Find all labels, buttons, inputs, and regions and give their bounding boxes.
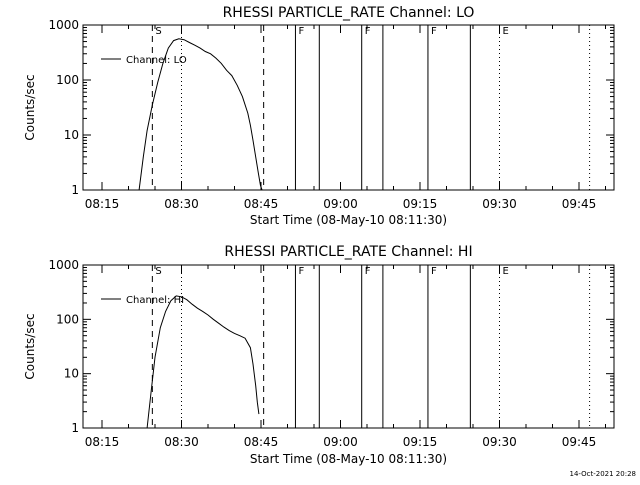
x-tick-label: 09:45 <box>562 197 597 211</box>
x-tick-label: 08:45 <box>244 435 279 449</box>
y-tick-label: 1 <box>71 183 79 197</box>
flag-label: F <box>431 26 437 37</box>
chart-title: RHESSI PARTICLE_RATE Channel: HI <box>224 244 472 260</box>
x-axis-label: Start Time (08-May-10 08:11:30) <box>250 213 447 227</box>
series-line-hi <box>146 295 260 429</box>
chart-panel-lo: RHESSI PARTICLE_RATE Channel: LO 1 10 100 10… <box>23 5 615 227</box>
x-tick-label: 08:45 <box>244 197 279 211</box>
flag-label: F <box>298 26 304 37</box>
legend-label: Channel: LO <box>126 55 187 66</box>
flag-label: S <box>155 266 161 277</box>
y-axis-label: Counts/sec <box>23 313 37 379</box>
y-tick-label: 10 <box>64 128 79 142</box>
x-tick-label: 09:00 <box>323 435 358 449</box>
x-tick-label: 09:15 <box>403 435 438 449</box>
series-line-lo <box>138 38 263 191</box>
y-axis-label: Counts/sec <box>23 74 37 140</box>
legend-label: Channel: HI <box>126 295 184 306</box>
flag-label: E <box>503 26 509 37</box>
y-tick-label: 1 <box>71 421 79 435</box>
flag-label: E <box>503 266 509 277</box>
flag-label: S <box>155 26 161 37</box>
y-tick-label: 100 <box>56 312 79 326</box>
plot-frame <box>82 24 615 191</box>
flag-label: F <box>298 266 304 277</box>
chart-panel-hi: RHESSI PARTICLE_RATE Channel: HI 1 10 100 10… <box>23 244 615 466</box>
y-tick-label: 100 <box>56 73 79 87</box>
flag-label: F <box>365 26 371 37</box>
x-tick-label: 09:30 <box>482 435 517 449</box>
x-tick-label: 08:15 <box>85 435 120 449</box>
flag-label: F <box>431 266 437 277</box>
chart-title: RHESSI PARTICLE_RATE Channel: LO <box>223 5 475 21</box>
x-tick-label: 08:15 <box>85 197 120 211</box>
x-axis-label: Start Time (08-May-10 08:11:30) <box>250 452 447 466</box>
y-tick-label: 1000 <box>48 258 79 272</box>
plot-frame <box>82 264 615 429</box>
x-tick-label: 09:00 <box>323 197 358 211</box>
timestamp-label: 14-Oct-2021 20:28 <box>570 470 636 478</box>
x-tick-label: 08:30 <box>164 435 199 449</box>
x-tick-label: 09:45 <box>562 435 597 449</box>
x-tick-label: 09:15 <box>403 197 438 211</box>
x-tick-label: 08:30 <box>164 197 199 211</box>
y-tick-label: 10 <box>64 367 79 381</box>
y-tick-label: 1000 <box>48 18 79 32</box>
flag-label: F <box>365 266 371 277</box>
x-tick-label: 09:30 <box>482 197 517 211</box>
